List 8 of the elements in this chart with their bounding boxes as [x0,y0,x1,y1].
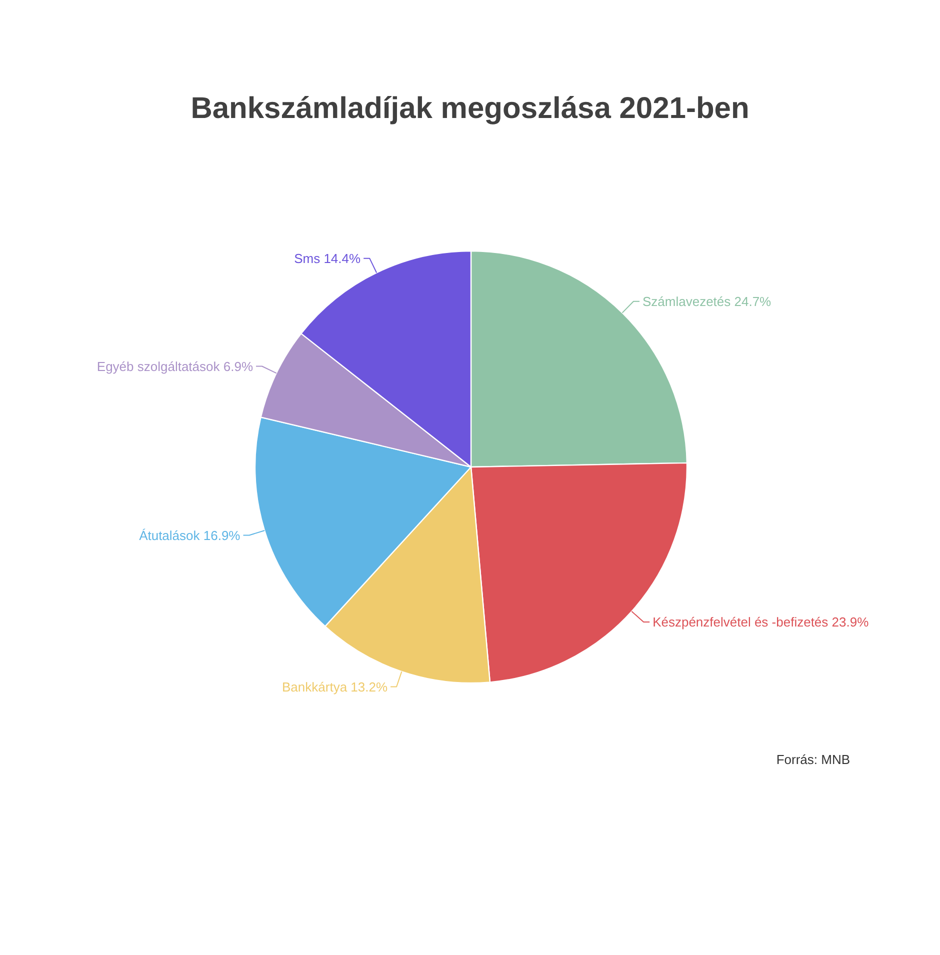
slice-label: Számlavezetés 24.7% [642,294,772,309]
slice-label: Bankkártya 13.2% [282,679,388,694]
chart-title: Bankszámladíjak megoszlása 2021-ben [190,92,750,125]
slice-label: Készpénzfelvétel és -befizetés 23.9% [652,614,870,630]
slice-label: Átutalások 16.9% [139,528,241,543]
text: Forrás: MNB [776,752,850,767]
slice-label: Egyéb szolgáltatások 6.9% [96,358,254,374]
slice-label: Sms 14.4% [294,250,362,266]
